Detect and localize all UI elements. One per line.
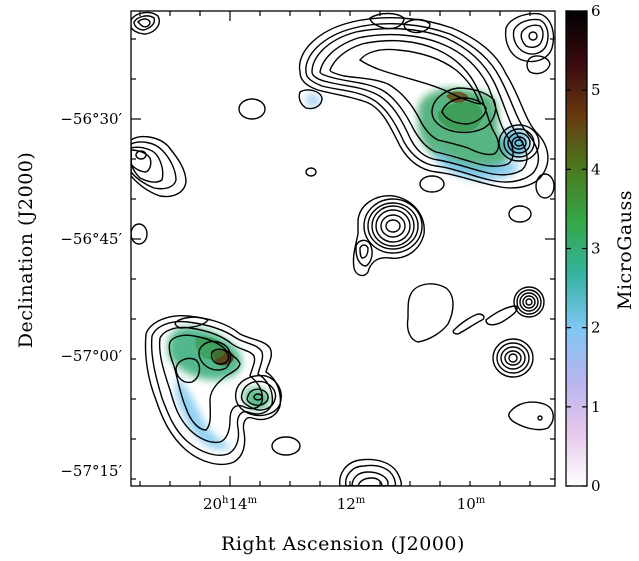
y-tick-label: −57°15′ [60,462,122,480]
intensity-contours [131,11,555,486]
small-blob-4 [419,175,445,193]
corner-nw-contours [131,11,160,35]
ne-wing-contour [298,89,323,110]
corner-ne-contours [504,12,555,75]
colorbar-fill [566,11,587,486]
east-knot2-contours [492,338,534,378]
x-tick-labels: 20h14m 12m 10m [203,495,486,513]
small-blob-5 [508,205,532,223]
y-tick-label: −56°30′ [60,110,122,128]
colorbar-tick-label: 5 [591,81,601,99]
west-source-contours [131,135,187,198]
mid-east-tail [452,313,485,335]
colorbar-ticks: 0 1 2 3 4 5 6 [566,2,601,495]
colorbar-tick-label: 0 [591,477,601,495]
x-tick-label: 20h14m [203,495,258,513]
ticks [131,11,555,486]
colorbar-tick-label: 4 [591,160,601,178]
se-blob [508,401,554,431]
colorbar-tick-label: 6 [591,2,601,20]
sw-knot-contours [234,374,282,417]
x-tick-label: 12m [337,495,366,513]
y-tick-label: −57°00′ [60,347,122,365]
small-blob-2 [305,167,317,177]
ne-lobe-blue [436,150,520,180]
ne-lobe-dark-green [438,102,483,132]
ne-lobe-contours [298,12,549,189]
y-tick-label: −56°45′ [60,230,122,248]
plot-area [130,10,556,487]
x-tick-label: 10m [457,495,486,513]
colorbar-tick-label: 2 [591,319,601,337]
mid-east-blob [406,283,454,343]
y-axis-title: Declination (J2000) [15,152,37,349]
sw-lobe-blue [176,376,232,450]
colorbar: 0 1 2 3 4 5 6 MicroGauss [565,2,636,495]
small-blob-6 [535,173,555,199]
small-blob-3 [131,223,148,245]
colorbar-label: MicroGauss [614,190,636,310]
se-dot [537,415,543,421]
ne-wing-color [306,93,320,107]
small-blob-7 [271,436,301,456]
x-axis-title: Right Ascension (J2000) [221,533,465,555]
sw-lobe-contours [144,315,282,466]
ne-knot-contours [498,124,540,162]
colorbar-tick-label: 3 [591,240,601,258]
colorbar-tick-label: 1 [591,398,601,416]
east-knot-contours [485,286,545,326]
y-tick-labels: −56°30′ −56°45′ −57°00′ −57°15′ [60,110,122,480]
small-blob-1 [238,98,266,120]
plot-frame [130,10,556,487]
central-source-contours [352,195,425,277]
